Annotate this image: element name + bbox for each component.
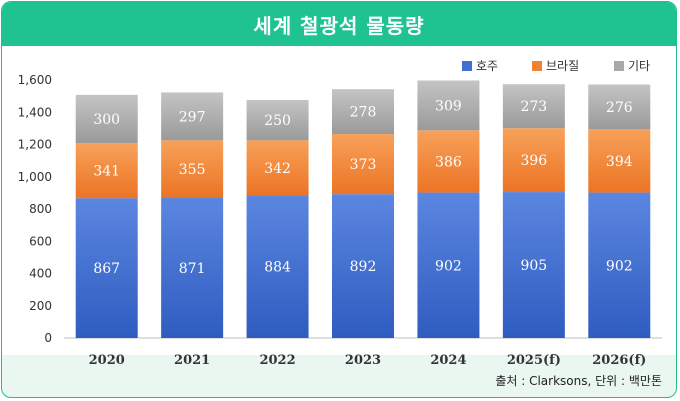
bar-segment-aus (502, 192, 565, 338)
data-label-brazil: 386 (435, 154, 462, 170)
x-tick-label: 2022 (259, 353, 295, 368)
bar-segment-other (588, 84, 651, 130)
y-tick-label: 600 (29, 234, 52, 248)
data-label-brazil: 342 (264, 161, 291, 177)
legend-swatch (614, 61, 624, 71)
data-label-aus: 902 (606, 258, 633, 274)
data-label-brazil: 373 (350, 157, 377, 173)
bar-segment-brazil (246, 140, 309, 196)
data-label-aus: 884 (264, 260, 291, 276)
data-label-other: 309 (435, 98, 462, 114)
bar-segment-aus (588, 192, 651, 338)
bar-segment-other (161, 92, 224, 141)
y-tick-label: 200 (29, 299, 52, 313)
y-tick-label: 800 (29, 202, 52, 216)
y-tick-label: 400 (29, 267, 52, 281)
bar-segment-brazil (588, 129, 651, 193)
data-label-aus: 892 (350, 259, 377, 275)
data-label-brazil: 355 (179, 162, 206, 178)
legend-label: 브라질 (546, 59, 579, 73)
data-label-other: 297 (179, 109, 206, 125)
bar-segment-brazil (417, 130, 480, 193)
data-label-other: 273 (520, 99, 547, 115)
data-label-aus: 871 (179, 261, 206, 277)
bar-segment-brazil (502, 128, 565, 193)
legend-swatch (532, 61, 542, 71)
chart-title: 세계 철광석 물동량 (2, 2, 676, 46)
x-tick-label: 2020 (89, 353, 125, 368)
legend-swatch (462, 61, 472, 71)
y-tick-label: 1,400 (18, 105, 52, 119)
source-note: 출처 : Clarksons, 단위 : 백만톤 (495, 374, 662, 388)
data-label-other: 250 (264, 113, 291, 129)
bar-segment-brazil (161, 140, 224, 198)
bar-segment-other (417, 80, 480, 131)
x-tick-label: 2021 (174, 353, 210, 368)
bar-segment-other (246, 99, 309, 141)
bar-segment-other (75, 94, 138, 144)
bar-segment-aus (161, 197, 224, 338)
data-label-aus: 905 (520, 258, 547, 274)
data-label-other: 278 (350, 105, 377, 121)
bar-segment-aus (246, 195, 309, 338)
x-tick-label: 2023 (345, 353, 381, 368)
y-tick-label: 0 (44, 331, 52, 345)
data-label-brazil: 396 (520, 153, 547, 169)
data-label-brazil: 394 (606, 154, 633, 170)
data-label-aus: 902 (435, 258, 462, 274)
bar-segment-brazil (332, 134, 394, 195)
bar-segment-aus (332, 194, 394, 338)
y-tick-label: 1,200 (18, 138, 52, 152)
bar-segment-aus (75, 198, 138, 338)
data-label-other: 300 (93, 112, 120, 128)
data-label-other: 276 (606, 100, 633, 116)
bar-segment-other (332, 89, 394, 135)
bar-segment-brazil (75, 143, 138, 199)
y-tick-label: 1,600 (18, 73, 52, 87)
y-tick-label: 1,000 (18, 170, 52, 184)
data-label-aus: 867 (93, 261, 120, 277)
x-tick-label: 2024 (430, 353, 466, 368)
legend-label: 호주 (476, 59, 498, 73)
bar-segment-other (502, 84, 565, 129)
bar-segment-aus (417, 192, 480, 338)
legend-label: 기타 (628, 59, 650, 73)
x-tick-label: 2025(f) (507, 353, 561, 368)
data-label-brazil: 341 (93, 164, 120, 180)
x-tick-label: 2026(f) (592, 353, 646, 368)
